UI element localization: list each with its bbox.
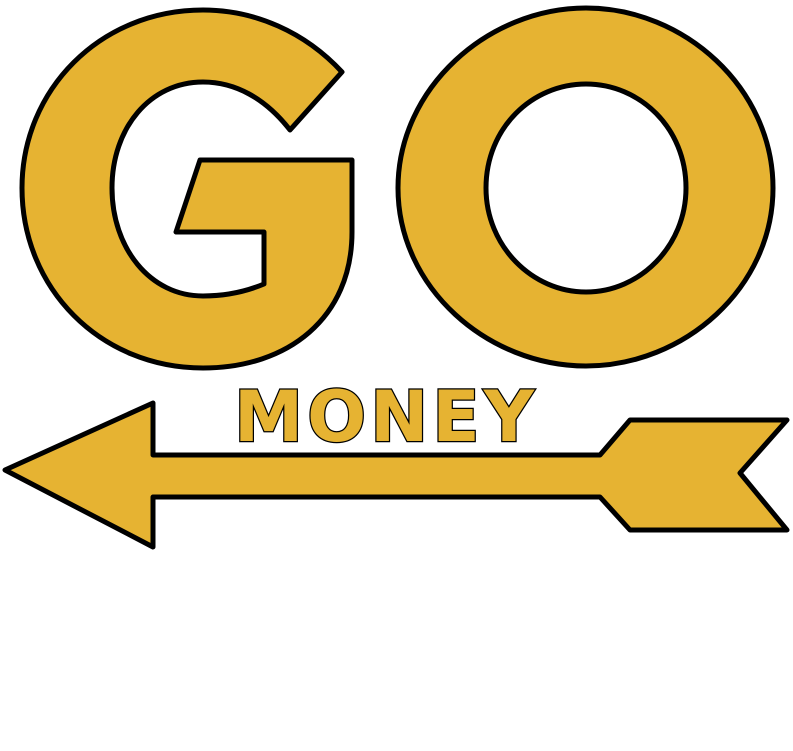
letter-g	[19, 7, 355, 371]
arrow	[2, 400, 790, 550]
money-label: MONEY	[234, 376, 538, 458]
letter-o	[395, 5, 776, 369]
